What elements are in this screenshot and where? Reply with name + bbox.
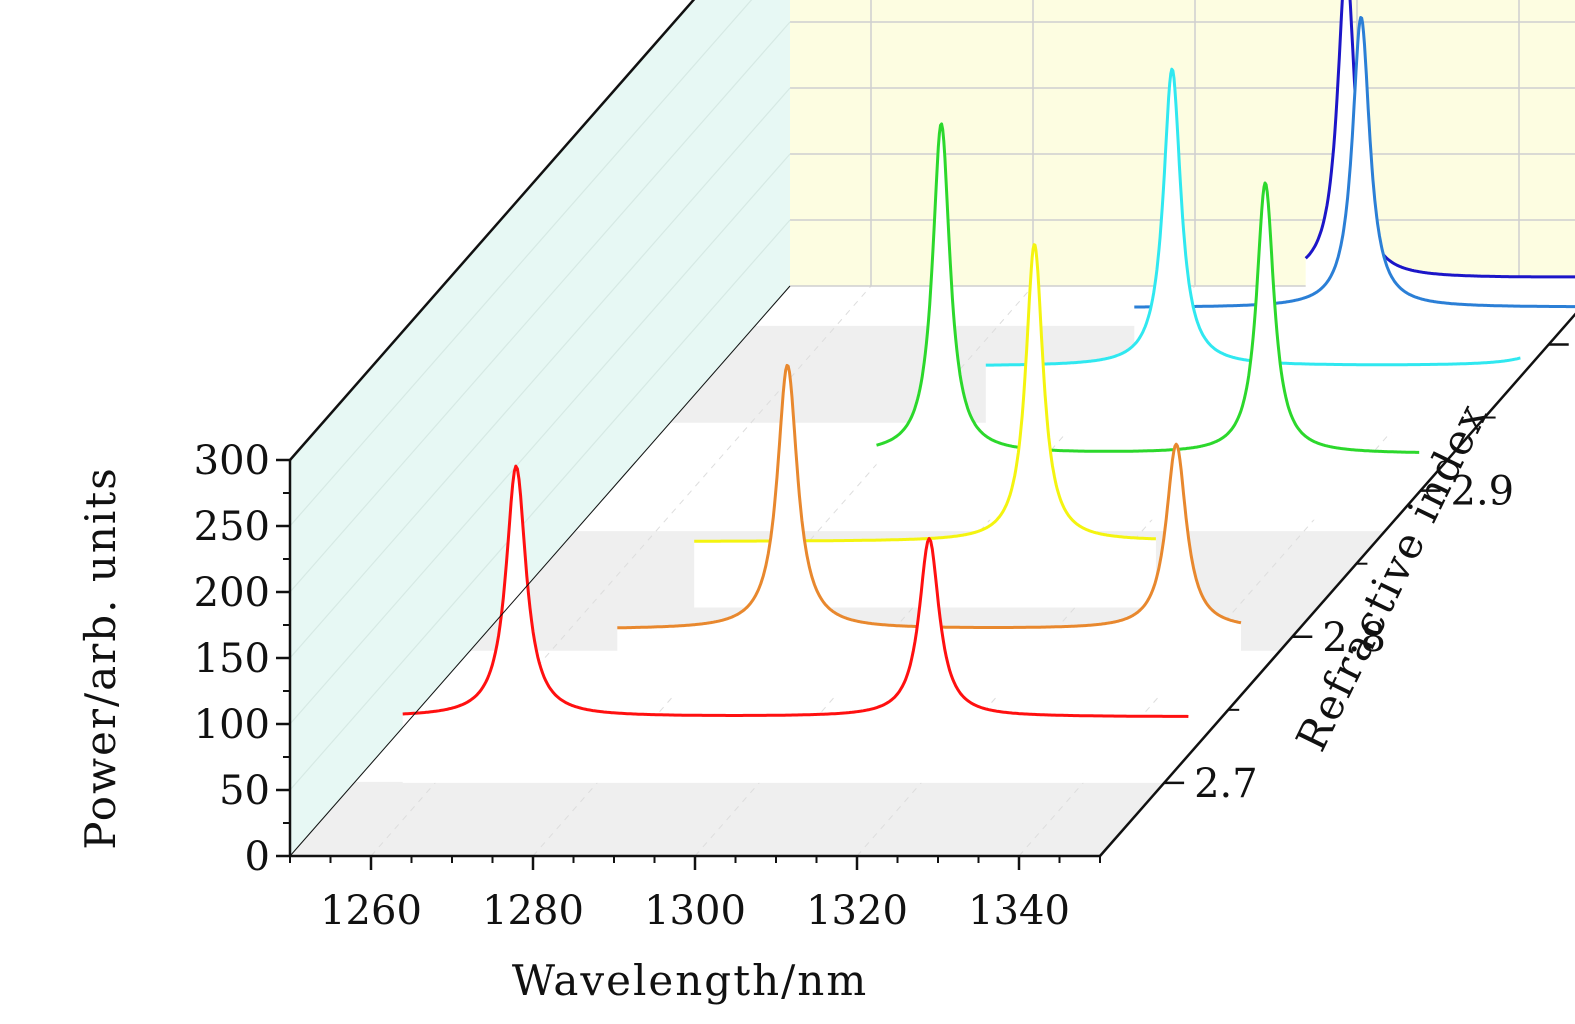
x-tick-label: 1260 xyxy=(320,888,422,934)
y-tick-label: 2.9 xyxy=(1451,469,1515,515)
y-tick-label: 2.8 xyxy=(1322,615,1386,661)
grid-line xyxy=(289,87,791,659)
z-tick-label: 200 xyxy=(194,570,270,616)
side-wall xyxy=(290,0,790,856)
y-axis-line xyxy=(1099,312,1575,857)
series-line-n3 xyxy=(1304,0,1575,279)
series-line-n2_7 xyxy=(402,464,1189,718)
z-tick-label: 250 xyxy=(194,504,270,550)
series-occluder xyxy=(1134,17,1575,374)
z-tick-label: 50 xyxy=(219,768,270,814)
back-wall xyxy=(790,0,1575,286)
series-occluder xyxy=(617,365,1241,696)
x-tick-label: 1340 xyxy=(968,888,1070,934)
series-occluder xyxy=(402,466,1189,783)
floor-left-edge xyxy=(289,285,791,857)
z-tick-label: 100 xyxy=(194,702,270,748)
series-line-n2_98 xyxy=(1133,16,1575,309)
top-left-edge xyxy=(289,0,696,461)
x-axis-ticks: 1260 1280 1300 1320 1340 xyxy=(289,856,1101,934)
z-axis-label: Power/arb. units xyxy=(76,466,125,850)
y-axis-ticks: 2.72.82.93.0 xyxy=(1164,343,1569,807)
series-occluder xyxy=(876,123,1420,520)
grid-line xyxy=(289,153,791,725)
grid-line xyxy=(289,219,791,791)
x-tick-label: 1320 xyxy=(806,888,908,934)
x-axis-label: Wavelength/nm xyxy=(512,956,868,1005)
series-group xyxy=(402,0,1575,783)
series-line-n2_88 xyxy=(876,122,1420,454)
grid-line xyxy=(289,21,791,593)
x-tick-label: 1280 xyxy=(482,888,584,934)
z-tick-label: 150 xyxy=(194,636,270,682)
z-tick-label: 0 xyxy=(245,834,270,880)
x-tick-label: 1300 xyxy=(644,888,746,934)
z-tick-label: 300 xyxy=(194,438,270,484)
y-tick-label: 2.7 xyxy=(1194,761,1258,807)
grid-line xyxy=(289,0,753,527)
z-axis-ticks: 0 50 100 150 200 250 300 xyxy=(194,438,290,880)
